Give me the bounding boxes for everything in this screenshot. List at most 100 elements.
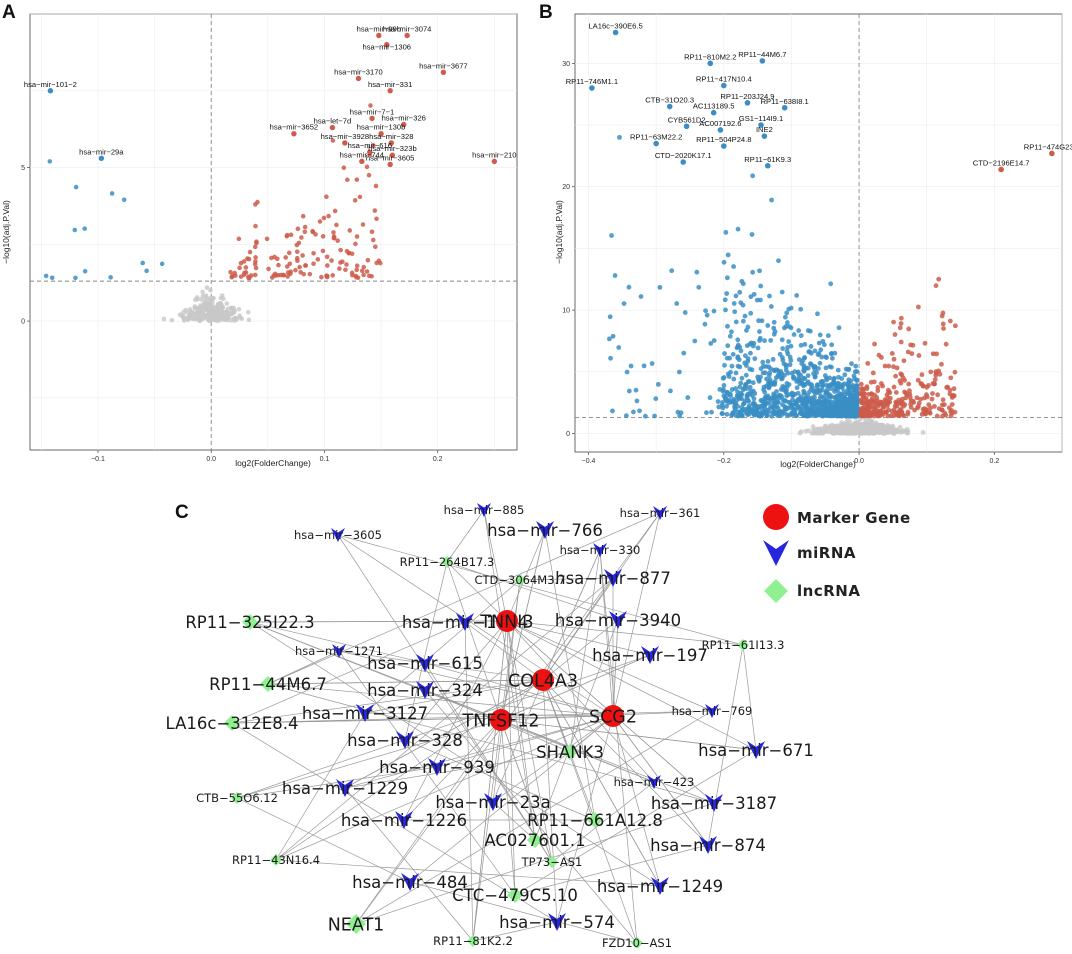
- up-point: [876, 352, 882, 358]
- ns-point: [224, 310, 230, 315]
- up-point: [331, 235, 337, 241]
- up-point: [940, 321, 946, 327]
- down-point: [826, 412, 831, 418]
- network-edge: [355, 719, 502, 925]
- ns-point: [841, 430, 846, 436]
- mirna-node: [456, 613, 474, 631]
- point-label: hsa−mir−3170: [334, 67, 383, 76]
- node-label: hsa−mir−939: [379, 758, 495, 777]
- down-point: [616, 345, 622, 350]
- down-point: [631, 409, 636, 415]
- down-point: [682, 310, 688, 315]
- down-point: [850, 389, 856, 395]
- ns-point: [847, 427, 853, 432]
- down-point: [606, 336, 612, 342]
- down-point: [729, 363, 735, 369]
- up-point: [344, 262, 349, 267]
- up-point: [898, 339, 904, 345]
- up-point: [343, 267, 348, 273]
- down-point: [735, 389, 740, 395]
- up-point: [368, 103, 373, 108]
- up-point: [929, 396, 935, 402]
- down-point: [794, 385, 800, 391]
- node-label: hsa−mir−23a: [435, 793, 550, 812]
- up-point: [284, 264, 290, 269]
- up-point: [899, 396, 905, 402]
- node-label: RP11−44M6.7: [209, 675, 327, 694]
- down-point: [735, 354, 741, 360]
- point-label: hsa−mir−3605: [366, 153, 415, 162]
- network-edge: [424, 689, 638, 944]
- up-point: [863, 406, 869, 412]
- node-label: RP11−81K2.2: [433, 934, 513, 948]
- network-edge: [409, 881, 638, 944]
- down-point: [748, 350, 753, 356]
- labeled-point: [491, 158, 498, 165]
- down-point: [797, 381, 803, 387]
- down-point: [696, 284, 702, 290]
- down-point: [846, 377, 852, 383]
- up-point: [919, 372, 925, 378]
- plot-a-xlabel: log2(FolderChange): [235, 458, 311, 468]
- down-point: [822, 373, 828, 379]
- down-point: [788, 305, 794, 311]
- down-point: [694, 269, 700, 275]
- up-point: [346, 250, 352, 256]
- network-legend: Marker Gene miRNA lncRNA: [763, 504, 910, 603]
- down-point: [634, 398, 640, 404]
- mirna-node: [747, 741, 765, 759]
- node-label: FZD10−AS1: [602, 936, 672, 950]
- down-point: [809, 406, 815, 411]
- down-point: [674, 301, 680, 306]
- x-tick-label: 0.1: [320, 456, 330, 463]
- down-point: [827, 364, 833, 370]
- lncrna-node: [467, 935, 479, 947]
- network-edge: [231, 722, 558, 923]
- up-point: [233, 273, 238, 278]
- network-edge: [364, 679, 544, 714]
- labeled-point: [764, 162, 771, 169]
- node-label: hsa−mir−615: [367, 654, 483, 673]
- up-point: [253, 255, 258, 260]
- up-point: [242, 270, 247, 276]
- x-tick-label: 0.2: [989, 458, 999, 465]
- ns-point: [200, 293, 206, 299]
- up-point: [325, 263, 330, 268]
- network-node-tnfsf12: TNFSF12: [462, 709, 539, 731]
- labeled-point: [342, 140, 348, 146]
- mirna-node: [395, 811, 413, 829]
- up-point: [864, 412, 869, 418]
- down-point: [612, 273, 618, 278]
- up-point: [879, 399, 885, 405]
- down-point: [727, 333, 733, 339]
- network-edge: [483, 509, 508, 622]
- lncrna-node: [587, 812, 603, 828]
- lncrna-node: [224, 715, 240, 731]
- ns-point: [797, 430, 803, 436]
- network-edge: [464, 621, 474, 942]
- up-point: [274, 256, 280, 262]
- network-node-hsa-mir-1226: hsa−mir−1226: [341, 811, 467, 830]
- mirna-node: [336, 779, 354, 797]
- down-point: [723, 396, 729, 402]
- up-point: [330, 273, 335, 278]
- network-node-hsa-mir-330: hsa−mir−330: [560, 543, 640, 557]
- down-point: [73, 275, 78, 281]
- y-tick-label: 10: [562, 308, 570, 315]
- network-node-rp11-661a12.8: RP11−661A12.8: [527, 811, 663, 830]
- plot-a-ticks: −0.1 0.0 0.1 0.2 0 5: [21, 165, 443, 463]
- down-point: [643, 413, 648, 419]
- network-edge: [364, 579, 521, 714]
- ns-point: [169, 317, 175, 323]
- up-point: [907, 394, 913, 400]
- ns-point: [208, 287, 213, 293]
- up-point: [892, 332, 898, 337]
- ns-point: [194, 295, 200, 300]
- mirna-node: [401, 873, 419, 891]
- down-point: [834, 396, 840, 402]
- down-point: [720, 405, 726, 411]
- up-point: [887, 390, 893, 395]
- up-point: [906, 381, 912, 387]
- down-point: [815, 311, 820, 317]
- down-point: [771, 319, 777, 325]
